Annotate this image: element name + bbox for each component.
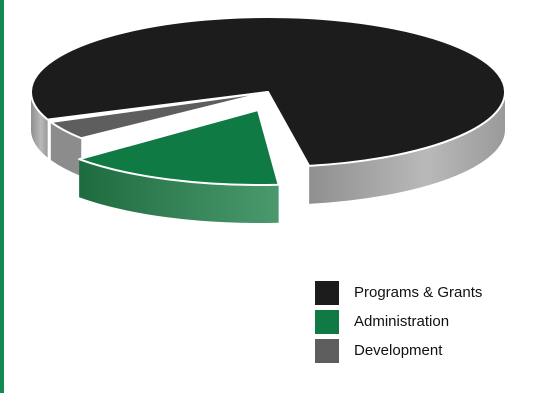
legend-label-administration: Administration: [354, 313, 450, 330]
legend-label-development: Development: [354, 342, 443, 359]
pie-side-programs-grants: [31, 92, 48, 158]
legend-swatch-administration: [315, 310, 339, 334]
left-accent-rule: [0, 0, 4, 393]
pie-side-programs-grants-1: [309, 92, 505, 204]
legend-swatch-development: [315, 339, 339, 363]
pie-side-administration: [79, 159, 279, 224]
pie-slice-development: [49, 91, 269, 140]
legend-swatch-programs-grants: [315, 281, 339, 305]
legend-label-programs-grants: Programs & Grants: [354, 284, 483, 301]
pie-slice-administration: [78, 109, 280, 186]
